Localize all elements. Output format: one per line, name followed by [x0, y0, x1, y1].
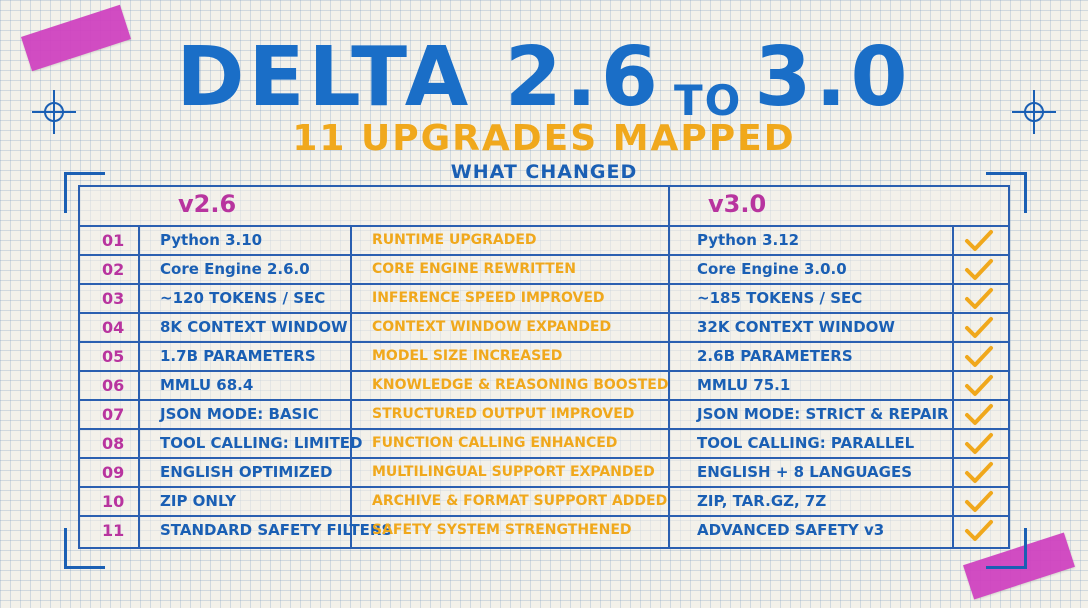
row-change: STRUCTURED OUTPUT IMPROVED	[372, 406, 635, 422]
table-row: 03 ~120 TOKENS / SEC INFERENCE SPEED IMPRO…	[80, 285, 1008, 314]
title-part2: 3.0	[754, 30, 912, 125]
row-number: 11	[102, 521, 125, 540]
row-number: 01	[102, 231, 125, 250]
row-new-value: Python 3.12	[697, 231, 800, 249]
row-old-value: JSON MODE: BASIC	[160, 405, 319, 423]
row-new-value: 2.6B PARAMETERS	[697, 347, 853, 365]
row-old-value: ZIP ONLY	[160, 492, 237, 510]
row-new-value: ~185 TOKENS / SEC	[697, 289, 863, 307]
divider-new	[952, 227, 954, 547]
corner-bracket-bottom-right	[986, 528, 1027, 569]
table-row: 01 Python 3.10 RUNTIME UPGRADED Python 3.12	[80, 227, 1008, 256]
corner-bracket-bottom-left	[64, 528, 105, 569]
row-new-value: ZIP, TAR.GZ, 7Z	[697, 492, 827, 510]
row-number: 08	[102, 434, 125, 453]
table-row: 04 8K CONTEXT WINDOW CONTEXT WINDOW EXPAND…	[80, 314, 1008, 343]
check-icon	[964, 286, 994, 312]
kicker: WHAT CHANGED	[450, 161, 638, 183]
table-row: 11 STANDARD SAFETY FILTERS SAFETY SYSTEM S…	[80, 517, 1008, 546]
table-row: 09 ENGLISH OPTIMIZED MULTILINGUAL SUPPORT …	[80, 459, 1008, 488]
row-number: 07	[102, 405, 125, 424]
check-icon	[964, 489, 994, 515]
crosshair-left-icon	[32, 90, 76, 134]
row-change: CORE ENGINE REWRITTEN	[372, 261, 577, 277]
row-old-value: Python 3.10	[160, 231, 263, 249]
row-number: 06	[102, 376, 125, 395]
row-change: KNOWLEDGE & REASONING BOOSTED	[372, 377, 669, 393]
row-new-value: ENGLISH + 8 LANGUAGES	[697, 463, 913, 481]
row-old-value: ~120 TOKENS / SEC	[160, 289, 326, 307]
col-header-old: v2.6	[178, 190, 237, 218]
row-change: CONTEXT WINDOW EXPANDED	[372, 319, 612, 335]
divider-num	[138, 227, 140, 547]
divider-old	[350, 227, 352, 547]
upgrade-table: v2.6 v3.0 01 Python 3.10 RUNTIME UPGRADED P…	[78, 185, 1010, 549]
row-number: 05	[102, 347, 125, 366]
row-change: INFERENCE SPEED IMPROVED	[372, 290, 605, 306]
row-number: 09	[102, 463, 125, 482]
check-icon	[964, 402, 994, 428]
row-number: 10	[102, 492, 125, 511]
row-new-value: MMLU 75.1	[697, 376, 791, 394]
row-old-value: 1.7B PARAMETERS	[160, 347, 316, 365]
title-part1: DELTA 2.6	[176, 30, 662, 125]
page-title: DELTA 2.6 TO 3.0	[0, 30, 1088, 125]
row-number: 02	[102, 260, 125, 279]
col-header-new: v3.0	[708, 190, 767, 218]
row-old-value: 8K CONTEXT WINDOW	[160, 318, 348, 336]
row-change: MODEL SIZE INCREASED	[372, 348, 563, 364]
crosshair-right-icon	[1012, 90, 1056, 134]
check-icon	[964, 315, 994, 341]
table-header: v2.6 v3.0	[80, 187, 1008, 227]
check-icon	[964, 257, 994, 283]
row-change: FUNCTION CALLING ENHANCED	[372, 435, 618, 451]
check-icon	[964, 460, 994, 486]
table-row: 06 MMLU 68.4 KNOWLEDGE & REASONING BOOSTED…	[80, 372, 1008, 401]
row-new-value: TOOL CALLING: PARALLEL	[697, 434, 915, 452]
check-icon	[964, 228, 994, 254]
row-new-value: JSON MODE: STRICT & REPAIR	[697, 405, 949, 423]
row-old-value: STANDARD SAFETY FILTERS	[160, 521, 393, 539]
corner-bracket-top-right	[986, 172, 1027, 213]
row-change: RUNTIME UPGRADED	[372, 232, 537, 248]
check-icon	[964, 373, 994, 399]
row-old-value: MMLU 68.4	[160, 376, 254, 394]
row-number: 04	[102, 318, 125, 337]
divider-change	[668, 187, 670, 547]
check-icon	[964, 431, 994, 457]
table-row: 10 ZIP ONLY ARCHIVE & FORMAT SUPPORT ADDED…	[80, 488, 1008, 517]
subtitle: 11 UPGRADES MAPPED	[292, 118, 796, 159]
corner-bracket-top-left	[64, 172, 105, 213]
check-icon	[964, 518, 994, 544]
row-new-value: ADVANCED SAFETY v3	[697, 521, 885, 539]
table-row: 05 1.7B PARAMETERS MODEL SIZE INCREASED 2.6…	[80, 343, 1008, 372]
title-connector: TO	[673, 76, 743, 125]
row-new-value: Core Engine 3.0.0	[697, 260, 847, 278]
row-number: 03	[102, 289, 125, 308]
row-change: MULTILINGUAL SUPPORT EXPANDED	[372, 464, 655, 480]
row-old-value: Core Engine 2.6.0	[160, 260, 310, 278]
row-change: SAFETY SYSTEM STRENGTHENED	[372, 522, 632, 538]
table-row: 02 Core Engine 2.6.0 CORE ENGINE REWRITTEN…	[80, 256, 1008, 285]
row-change: ARCHIVE & FORMAT SUPPORT ADDED	[372, 493, 668, 509]
row-new-value: 32K CONTEXT WINDOW	[697, 318, 895, 336]
row-old-value: ENGLISH OPTIMIZED	[160, 463, 333, 481]
check-icon	[964, 344, 994, 370]
table-row: 08 TOOL CALLING: LIMITED FUNCTION CALLING …	[80, 430, 1008, 459]
row-old-value: TOOL CALLING: LIMITED	[160, 434, 363, 452]
table-row: 07 JSON MODE: BASIC STRUCTURED OUTPUT IMPR…	[80, 401, 1008, 430]
